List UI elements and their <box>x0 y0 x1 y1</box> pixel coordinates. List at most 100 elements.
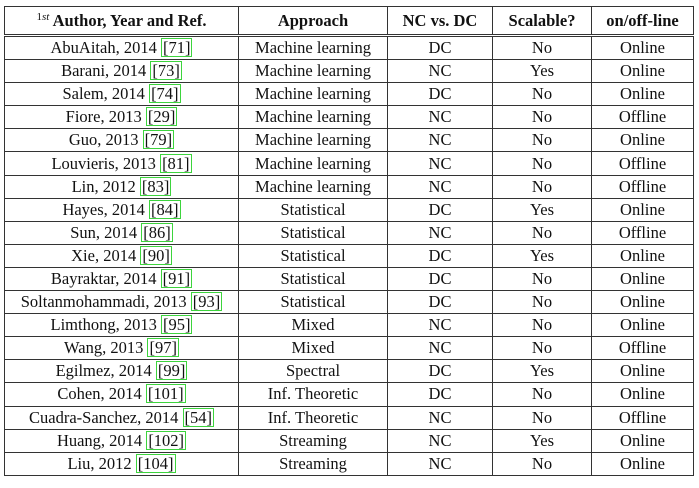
table-row: Cohen, 2014 [101] Inf. Theoretic DC No Onlin… <box>4 382 694 407</box>
cell-author: Wang, 2013 [97] <box>4 336 239 361</box>
cell-nc-dc: DC <box>387 82 493 107</box>
cell-nc-dc: NC <box>387 174 493 199</box>
table-row: Fiore, 2013 [29] Machine learning NC No Offl… <box>4 105 694 130</box>
cell-approach: Inf. Theoretic <box>238 382 388 407</box>
reference-link[interactable]: [95] <box>160 315 193 335</box>
cell-online: Online <box>591 82 694 107</box>
author-name: Cohen, 2014 <box>57 384 146 404</box>
cell-approach: Mixed <box>238 313 388 338</box>
table-row: Liu, 2012 [104] Streaming NC No Online <box>4 451 694 476</box>
author-name: Egilmez, 2014 <box>55 361 156 381</box>
reference-link[interactable]: [81] <box>160 153 192 173</box>
cell-scalable: No <box>492 34 592 61</box>
cell-author: Fiore, 2013 [29] <box>4 105 239 130</box>
cell-online: Online <box>591 34 694 61</box>
cell-scalable: No <box>492 382 592 407</box>
reference-link[interactable]: [99] <box>155 361 188 381</box>
cell-nc-dc: NC <box>387 59 493 84</box>
author-name: Liu, 2012 <box>67 453 136 473</box>
cell-approach: Machine learning <box>238 34 388 61</box>
cell-online: Offline <box>591 405 694 430</box>
cell-scalable: No <box>492 451 592 476</box>
cell-nc-dc: NC <box>387 105 493 130</box>
reference-link[interactable]: [97] <box>147 338 179 358</box>
author-name: Fiore, 2013 <box>65 107 146 127</box>
author-name: Wang, 2013 <box>64 338 148 358</box>
reference-link[interactable]: [54] <box>182 407 214 427</box>
cell-nc-dc: NC <box>387 405 493 430</box>
author-name: Salem, 2014 <box>62 84 150 104</box>
table-row: Limthong, 2013 [95] Mixed NC No Online <box>4 313 694 338</box>
reference-link[interactable]: [93] <box>190 292 223 312</box>
cell-online: Offline <box>591 336 694 361</box>
table-row: Lin, 2012 [83] Machine learning NC No Offlin… <box>4 174 694 199</box>
header-scalable: Scalable? <box>492 6 592 37</box>
cell-approach: Inf. Theoretic <box>238 405 388 430</box>
cell-author: Sun, 2014 [86] <box>4 220 239 245</box>
reference-link[interactable]: [79] <box>142 130 175 150</box>
cell-nc-dc: DC <box>387 197 493 222</box>
table-row: Salem, 2014 [74] Machine learning DC No Onli… <box>4 82 694 107</box>
cell-approach: Statistical <box>238 243 388 268</box>
cell-approach: Machine learning <box>238 151 388 176</box>
reference-link[interactable]: [83] <box>139 176 172 196</box>
cell-author: Hayes, 2014 [84] <box>4 197 239 222</box>
reference-link[interactable]: [73] <box>150 61 182 81</box>
reference-link[interactable]: [104] <box>135 453 176 473</box>
reference-link[interactable]: [29] <box>145 107 178 127</box>
reference-link[interactable]: [71] <box>160 38 193 58</box>
cell-nc-dc: NC <box>387 220 493 245</box>
reference-link[interactable]: [91] <box>160 268 193 288</box>
cell-scalable: No <box>492 266 592 292</box>
reference-link[interactable]: [90] <box>140 245 172 265</box>
author-name: Louvieris, 2013 <box>51 153 161 173</box>
cell-online: Offline <box>591 220 694 245</box>
cell-nc-dc: NC <box>387 313 493 338</box>
cell-online: Online <box>591 266 694 292</box>
cell-approach: Streaming <box>238 451 388 476</box>
table-row: Bayraktar, 2014 [91] Statistical DC No Onlin… <box>4 266 694 292</box>
cell-approach: Machine learning <box>238 105 388 130</box>
author-name: Hayes, 2014 <box>62 199 150 219</box>
author-name: Barani, 2014 <box>61 61 151 81</box>
table-row: AbuAitah, 2014 [71] Machine learning DC No O… <box>4 34 694 61</box>
reference-link[interactable]: [74] <box>149 84 181 104</box>
cell-approach: Statistical <box>238 266 388 292</box>
table-row: Huang, 2014 [102] Streaming NC Yes Online <box>4 428 694 453</box>
cell-nc-dc: DC <box>387 34 493 61</box>
cell-author: Louvieris, 2013 [81] <box>4 151 239 176</box>
cell-scalable: Yes <box>492 197 592 222</box>
cell-author: Salem, 2014 [74] <box>4 82 239 107</box>
cell-approach: Streaming <box>238 428 388 453</box>
reference-link[interactable]: [84] <box>149 199 181 219</box>
author-name: Soltanmohammadi, 2013 <box>20 292 191 312</box>
table-header: 1st Author, Year and Ref. Approach NC vs… <box>4 6 694 37</box>
table-row: Hayes, 2014 [84] Statistical DC Yes Online <box>4 197 694 222</box>
cell-approach: Statistical <box>238 220 388 245</box>
cell-author: AbuAitah, 2014 [71] <box>4 34 239 61</box>
table-row: Louvieris, 2013 [81] Machine learning NC No… <box>4 151 694 176</box>
table-body: AbuAitah, 2014 [71] Machine learning DC No O… <box>4 34 694 476</box>
cell-online: Online <box>591 428 694 453</box>
cell-author: Xie, 2014 [90] <box>4 243 239 268</box>
reference-link[interactable]: [102] <box>146 430 187 450</box>
reference-link[interactable]: [101] <box>145 384 186 404</box>
cell-approach: Mixed <box>238 336 388 361</box>
author-name: Xie, 2014 <box>71 245 141 265</box>
header-author-sup-num: 1 <box>36 10 43 23</box>
cell-approach: Statistical <box>238 290 388 315</box>
cell-approach: Machine learning <box>238 59 388 84</box>
cell-approach: Machine learning <box>238 82 388 107</box>
header-author: 1st Author, Year and Ref. <box>4 6 239 37</box>
cell-author: Lin, 2012 [83] <box>4 174 239 199</box>
cell-scalable: No <box>492 174 592 199</box>
author-name: Bayraktar, 2014 <box>50 268 161 288</box>
cell-author: Barani, 2014 [73] <box>4 59 239 84</box>
reference-link[interactable]: [86] <box>141 222 173 242</box>
header-author-label: Author, Year and Ref. <box>52 10 207 30</box>
cell-nc-dc: NC <box>387 428 493 453</box>
cell-nc-dc: DC <box>387 266 493 292</box>
cell-online: Online <box>591 359 694 384</box>
cell-online: Online <box>591 290 694 315</box>
cell-online: Offline <box>591 105 694 130</box>
